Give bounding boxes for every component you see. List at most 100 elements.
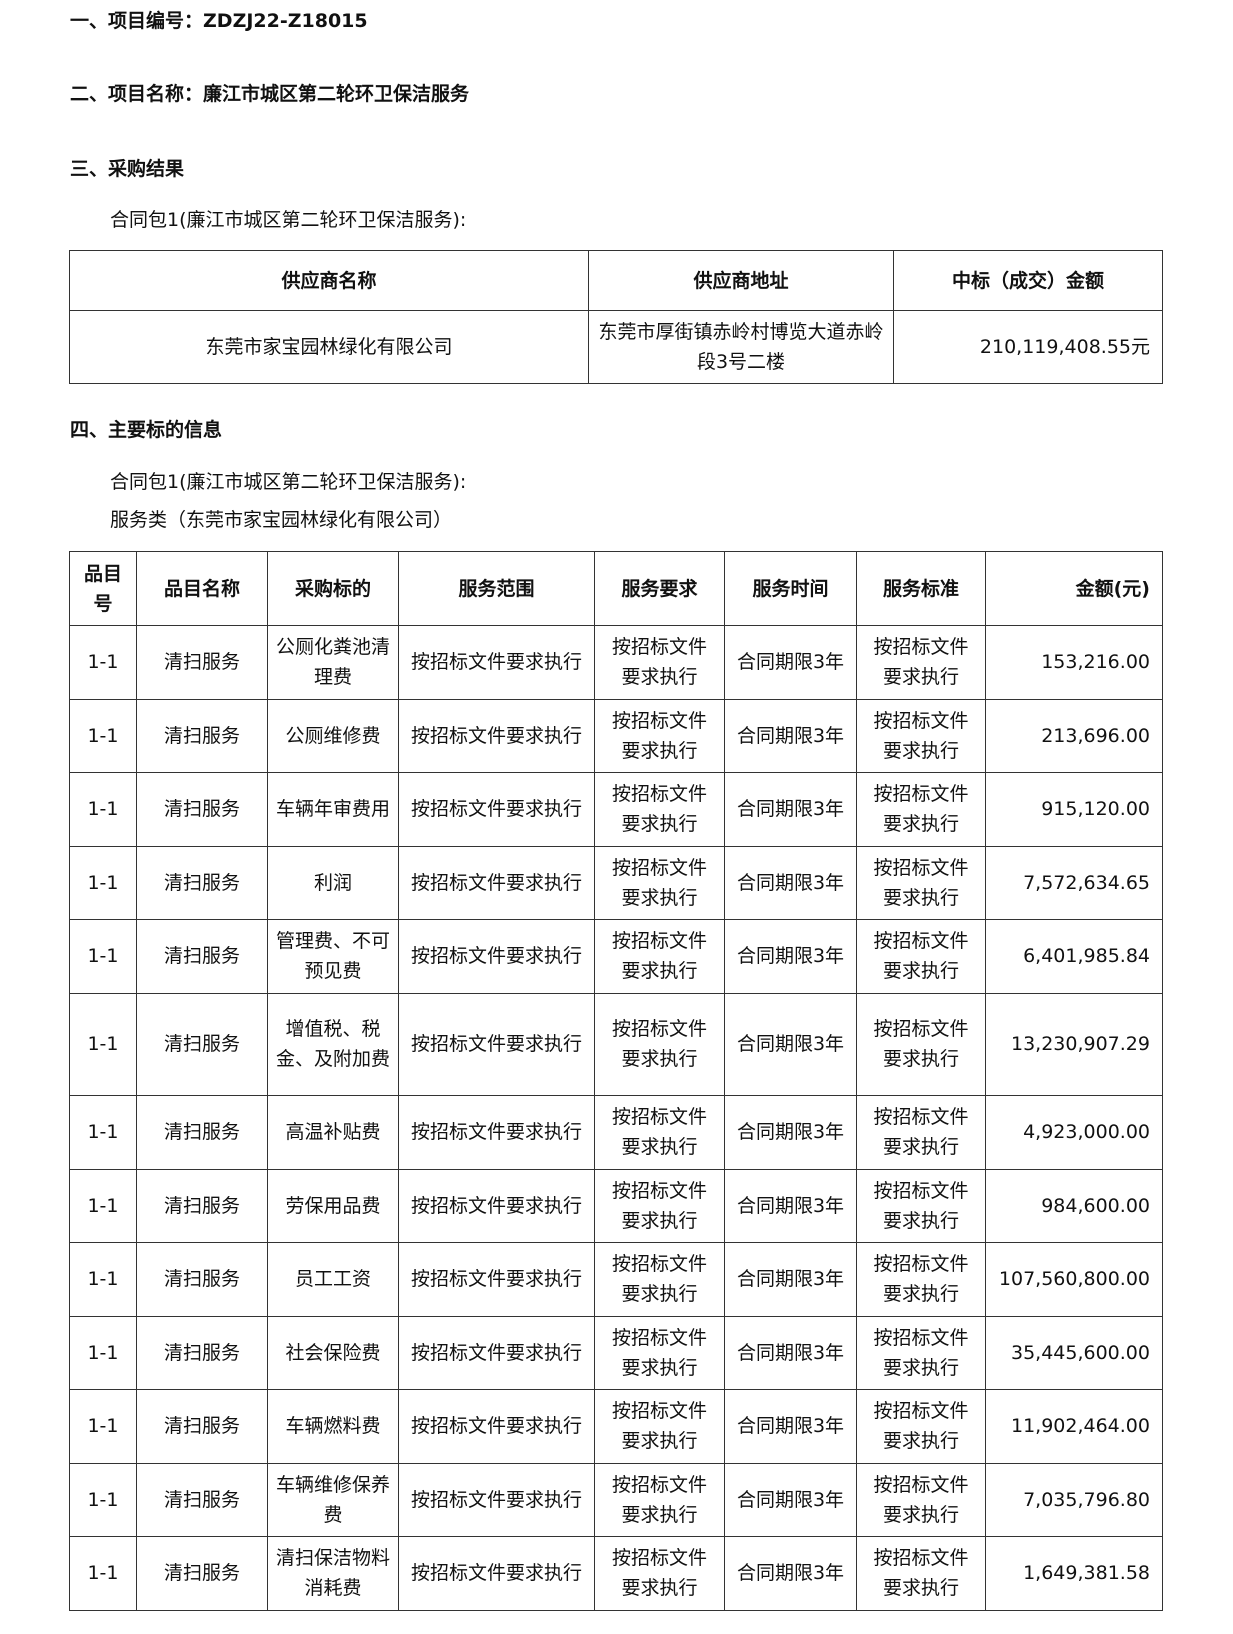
procurement-subject-cell: 清扫保洁物料消耗费 (267, 1536, 399, 1611)
service-requirement-cell: 按招标文件要求执行 (594, 1095, 725, 1170)
project-name: 二、项目名称：廉江市城区第二轮环卫保洁服务 (70, 79, 469, 106)
procurement-subject-cell: 公厕化粪池清理费 (267, 625, 399, 700)
service-time-cell: 合同期限3年 (724, 1389, 857, 1464)
service-time-cell: 合同期限3年 (724, 845, 857, 920)
project-name-label: 二、项目名称： (70, 83, 204, 105)
amount-cell: 213,696.00 (985, 698, 1163, 773)
project-name-value: 廉江市城区第二轮环卫保洁服务 (203, 83, 470, 105)
item-name-cell: 清扫服务 (136, 1095, 268, 1170)
project-number-value: ZDZJ22-Z18015 (203, 10, 368, 32)
procurement-subject-cell: 管理费、不可预见费 (267, 919, 399, 994)
service-time-cell: 合同期限3年 (724, 1315, 857, 1390)
procurement-subject-cell: 社会保险费 (267, 1315, 399, 1390)
procurement-subject-cell: 员工工资 (267, 1242, 399, 1317)
item-name-cell: 清扫服务 (136, 992, 268, 1096)
item-number-cell: 1-1 (69, 1095, 137, 1170)
procurement-subject-cell: 公厕维修费 (267, 698, 399, 773)
amount-cell: 7,572,634.65 (985, 845, 1163, 920)
item-number-cell: 1-1 (69, 845, 137, 920)
item-name-cell: 清扫服务 (136, 919, 268, 994)
supplier-name: 东莞市家宝园林绿化有限公司 (69, 310, 589, 384)
service-standard-cell: 按招标文件要求执行 (856, 1315, 986, 1390)
section3-package: 合同包1(廉江市城区第二轮环卫保洁服务): (110, 209, 467, 231)
table-row: 1-1 清扫服务 员工工资 按招标文件要求执行 按招标文件要求执行 合同期限3年 按招标文件… (69, 1242, 1163, 1317)
service-standard-cell: 按招标文件要求执行 (856, 1168, 986, 1243)
item-name-cell: 清扫服务 (136, 1242, 268, 1317)
section3-heading: 三、采购结果 (70, 158, 185, 180)
section4-heading: 四、主要标的信息 (70, 419, 223, 441)
service-requirement-cell: 按招标文件要求执行 (594, 919, 725, 994)
service-requirement-cell: 按招标文件要求执行 (594, 1168, 725, 1243)
service-standard-cell: 按招标文件要求执行 (856, 1242, 986, 1317)
table-row: 1-1 清扫服务 公厕维修费 按招标文件要求执行 按招标文件要求执行 合同期限3年 按招标文… (69, 698, 1163, 773)
item-number-cell: 1-1 (69, 698, 137, 773)
section4-package: 合同包1(廉江市城区第二轮环卫保洁服务): (110, 471, 467, 493)
service-time-cell: 合同期限3年 (724, 1168, 857, 1243)
supplier-amount: 210,119,408.55元 (893, 310, 1163, 384)
item-number-cell: 1-1 (69, 1536, 137, 1611)
header-procurement-subject: 采购标的 (267, 551, 399, 626)
item-name-cell: 清扫服务 (136, 772, 268, 847)
service-requirement-cell: 按招标文件要求执行 (594, 772, 725, 847)
service-standard-cell: 按招标文件要求执行 (856, 845, 986, 920)
item-name-cell: 清扫服务 (136, 1315, 268, 1390)
item-name-cell: 清扫服务 (136, 1168, 268, 1243)
procurement-subject-cell: 高温补贴费 (267, 1095, 399, 1170)
item-name-cell: 清扫服务 (136, 1389, 268, 1464)
service-scope-cell: 按招标文件要求执行 (398, 1095, 595, 1170)
header-amount: 金额(元) (985, 551, 1163, 626)
amount-cell: 153,216.00 (985, 625, 1163, 700)
item-name-cell: 清扫服务 (136, 625, 268, 700)
amount-cell: 4,923,000.00 (985, 1095, 1163, 1170)
item-number-cell: 1-1 (69, 1168, 137, 1243)
service-time-cell: 合同期限3年 (724, 992, 857, 1096)
table-row: 1-1 清扫服务 利润 按招标文件要求执行 按招标文件要求执行 合同期限3年 按招标文件要求… (69, 845, 1163, 920)
amount-cell: 107,560,800.00 (985, 1242, 1163, 1317)
supplier-address: 东莞市厚街镇赤岭村博览大道赤岭段3号二楼 (588, 310, 894, 384)
amount-cell: 35,445,600.00 (985, 1315, 1163, 1390)
service-standard-cell: 按招标文件要求执行 (856, 1389, 986, 1464)
service-requirement-cell: 按招标文件要求执行 (594, 1389, 725, 1464)
header-supplier-address: 供应商地址 (588, 250, 894, 311)
header-item-number: 品目号 (69, 551, 137, 626)
service-scope-cell: 按招标文件要求执行 (398, 1315, 595, 1390)
supplier-row: 东莞市家宝园林绿化有限公司 东莞市厚街镇赤岭村博览大道赤岭段3号二楼 210,1… (69, 310, 1163, 384)
item-number-cell: 1-1 (69, 625, 137, 700)
service-time-cell: 合同期限3年 (724, 625, 857, 700)
items-table: 品目号 品目名称 采购标的 服务范围 服务要求 服务时间 服务标准 金额(元) 1-1 清扫服务… (69, 551, 1163, 1611)
project-number: 一、项目编号：ZDZJ22-Z18015 (70, 6, 368, 33)
procurement-subject-cell: 增值税、税金、及附加费 (267, 992, 399, 1096)
table-row: 1-1 清扫服务 劳保用品费 按招标文件要求执行 按招标文件要求执行 合同期限3年 按招标文… (69, 1168, 1163, 1243)
table-row: 1-1 清扫服务 车辆年审费用 按招标文件要求执行 按招标文件要求执行 合同期限3年 按招标… (69, 772, 1163, 847)
procurement-subject-cell: 利润 (267, 845, 399, 920)
service-time-cell: 合同期限3年 (724, 919, 857, 994)
table-row: 1-1 清扫服务 清扫保洁物料消耗费 按招标文件要求执行 按招标文件要求执行 合同期限3年… (69, 1536, 1163, 1611)
table-row: 1-1 清扫服务 车辆维修保养费 按招标文件要求执行 按招标文件要求执行 合同期限3年 按招… (69, 1462, 1163, 1537)
header-supplier-name: 供应商名称 (69, 250, 589, 311)
header-item-name: 品目名称 (136, 551, 268, 626)
service-requirement-cell: 按招标文件要求执行 (594, 1536, 725, 1611)
service-time-cell: 合同期限3年 (724, 698, 857, 773)
service-scope-cell: 按招标文件要求执行 (398, 992, 595, 1096)
table-row: 1-1 清扫服务 公厕化粪池清理费 按招标文件要求执行 按招标文件要求执行 合同期限3年按… (69, 625, 1163, 700)
service-requirement-cell: 按招标文件要求执行 (594, 698, 725, 773)
service-time-cell: 合同期限3年 (724, 772, 857, 847)
item-number-cell: 1-1 (69, 1389, 137, 1464)
service-requirement-cell: 按招标文件要求执行 (594, 992, 725, 1096)
service-scope-cell: 按招标文件要求执行 (398, 772, 595, 847)
service-standard-cell: 按招标文件要求执行 (856, 919, 986, 994)
service-scope-cell: 按招标文件要求执行 (398, 1168, 595, 1243)
amount-cell: 6,401,985.84 (985, 919, 1163, 994)
amount-cell: 7,035,796.80 (985, 1462, 1163, 1537)
procurement-subject-cell: 劳保用品费 (267, 1168, 399, 1243)
service-requirement-cell: 按招标文件要求执行 (594, 625, 725, 700)
supplier-table-header: 供应商名称 供应商地址 中标（成交）金额 (69, 250, 1163, 311)
service-standard-cell: 按招标文件要求执行 (856, 698, 986, 773)
service-scope-cell: 按招标文件要求执行 (398, 625, 595, 700)
procurement-subject-cell: 车辆维修保养费 (267, 1462, 399, 1537)
service-time-cell: 合同期限3年 (724, 1536, 857, 1611)
service-standard-cell: 按招标文件要求执行 (856, 772, 986, 847)
item-number-cell: 1-1 (69, 1315, 137, 1390)
service-scope-cell: 按招标文件要求执行 (398, 698, 595, 773)
table-row: 1-1 清扫服务 增值税、税金、及附加费 按招标文件要求执行 按招标文件要求执行 合同期限… (69, 992, 1163, 1096)
